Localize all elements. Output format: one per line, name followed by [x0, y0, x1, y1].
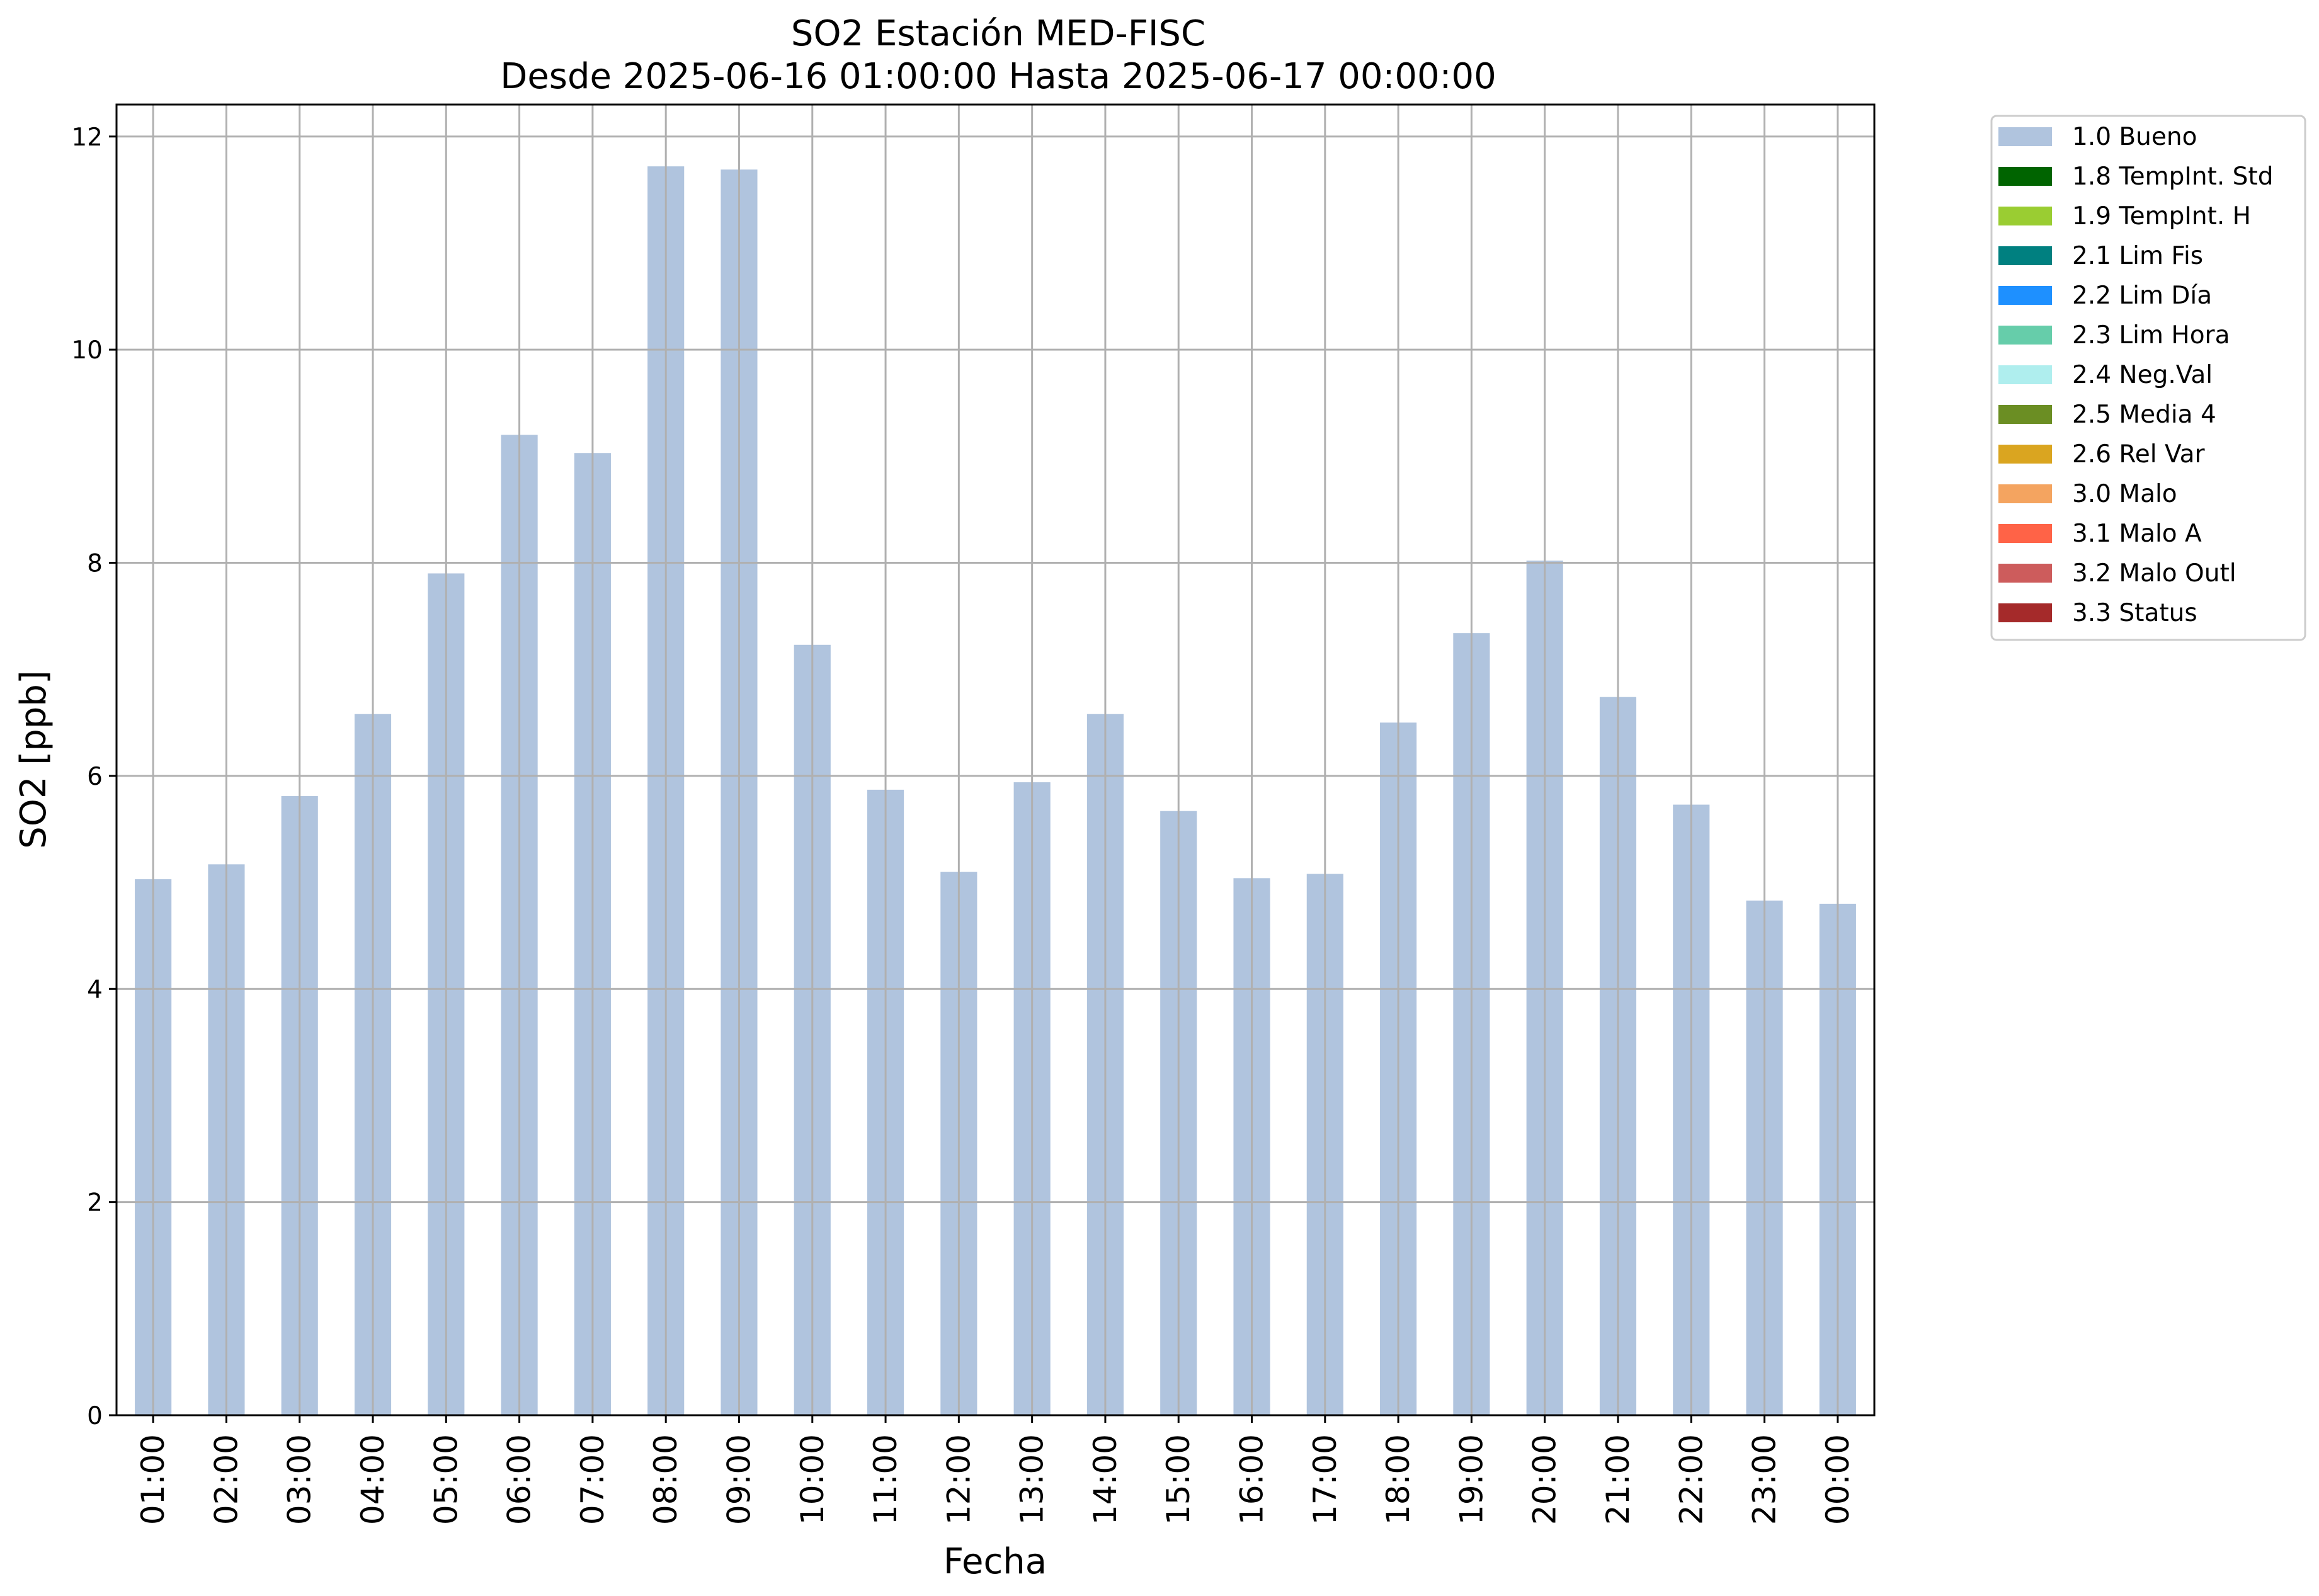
- legend-swatch: [1998, 246, 2052, 265]
- legend-label: 3.1 Malo A: [2072, 520, 2202, 548]
- legend-label: 2.2 Lim Día: [2072, 282, 2212, 310]
- x-tick-label: 07:00: [574, 1434, 611, 1525]
- x-tick-label: 20:00: [1527, 1434, 1563, 1525]
- x-tick-label: 13:00: [1014, 1434, 1051, 1525]
- x-tick-label: 03:00: [282, 1434, 318, 1525]
- legend-swatch: [1998, 445, 2052, 464]
- legend-label: 2.5 Media 4: [2072, 401, 2216, 429]
- x-tick-label: 00:00: [1820, 1434, 1856, 1525]
- legend-swatch: [1998, 286, 2052, 305]
- x-tick-label: 18:00: [1380, 1434, 1416, 1525]
- x-tick-label: 17:00: [1307, 1434, 1343, 1525]
- plot-frame: [115, 103, 1876, 1416]
- y-tick-label: 2: [87, 1189, 103, 1217]
- legend-label: 2.1 Lim Fis: [2072, 242, 2203, 270]
- x-tick-label: 02:00: [208, 1434, 244, 1525]
- legend-label: 3.0 Malo: [2072, 480, 2177, 508]
- x-tick-label: 05:00: [428, 1434, 464, 1525]
- legend-swatch: [1998, 603, 2052, 622]
- x-axis-label: Fecha: [943, 1541, 1047, 1582]
- x-tick-label: 11:00: [867, 1434, 904, 1525]
- legend-label: 2.6 Rel Var: [2072, 440, 2206, 469]
- x-tick-label: 19:00: [1453, 1434, 1490, 1525]
- legend-label: 2.3 Lim Hora: [2072, 321, 2230, 350]
- x-tick-label: 04:00: [355, 1434, 391, 1525]
- x-tick-label: 16:00: [1234, 1434, 1270, 1525]
- bars: [135, 166, 1856, 1416]
- x-tick-label: 22:00: [1673, 1434, 1709, 1525]
- legend-swatch: [1998, 564, 2052, 583]
- chart-title: SO2 Estación MED-FISC: [791, 13, 1205, 54]
- y-tick-label: 6: [87, 763, 103, 791]
- legend-label: 1.8 TempInt. Std: [2072, 162, 2273, 191]
- y-axis-ticks: 0 2 4 6 8 10 12: [71, 123, 117, 1430]
- y-axis-label: SO2 [ppb]: [13, 670, 54, 848]
- x-tick-label: 23:00: [1746, 1434, 1783, 1525]
- x-tick-label: 15:00: [1160, 1434, 1197, 1525]
- legend-swatch: [1998, 127, 2052, 146]
- x-tick-label: 01:00: [135, 1434, 171, 1525]
- legend-label: 3.2 Malo Outl: [2072, 559, 2236, 588]
- legend-swatch: [1998, 167, 2052, 186]
- legend-label: 1.9 TempInt. H: [2072, 202, 2251, 231]
- x-tick-label: 14:00: [1087, 1434, 1124, 1525]
- x-tick-label: 21:00: [1600, 1434, 1636, 1525]
- legend-swatch: [1998, 207, 2052, 225]
- x-tick-label: 10:00: [794, 1434, 831, 1525]
- legend-frame: [1990, 115, 2306, 641]
- y-tick-label: 10: [71, 336, 103, 365]
- x-tick-label: 08:00: [647, 1434, 684, 1525]
- legend-label: 2.4 Neg.Val: [2072, 361, 2213, 389]
- y-tick-label: 0: [87, 1402, 103, 1430]
- legend-swatch: [1998, 524, 2052, 543]
- y-tick-label: 4: [87, 976, 103, 1004]
- legend: 1.0 Bueno 1.8 TempInt. Std 1.9 TempInt. H 2…: [1990, 115, 2306, 641]
- legend-label: 3.3 Status: [2072, 599, 2197, 627]
- legend-label: 1.0 Bueno: [2072, 123, 2197, 151]
- chart-subtitle: Desde 2025-06-16 01:00:00 Hasta 2025-06-…: [500, 56, 1496, 97]
- legend-swatch: [1998, 484, 2052, 503]
- x-tick-label: 12:00: [940, 1434, 977, 1525]
- y-tick-label: 12: [71, 123, 103, 152]
- x-tick-label: 09:00: [721, 1434, 757, 1525]
- legend-swatch: [1998, 365, 2052, 384]
- legend-swatch: [1998, 405, 2052, 424]
- x-tick-label: 06:00: [501, 1434, 538, 1525]
- y-tick-label: 8: [87, 550, 103, 578]
- x-axis-ticks: 01:00 02:00 03:00 04:00 05:00 06:00 07:00 08:00…: [135, 1415, 1856, 1525]
- legend-swatch: [1998, 326, 2052, 345]
